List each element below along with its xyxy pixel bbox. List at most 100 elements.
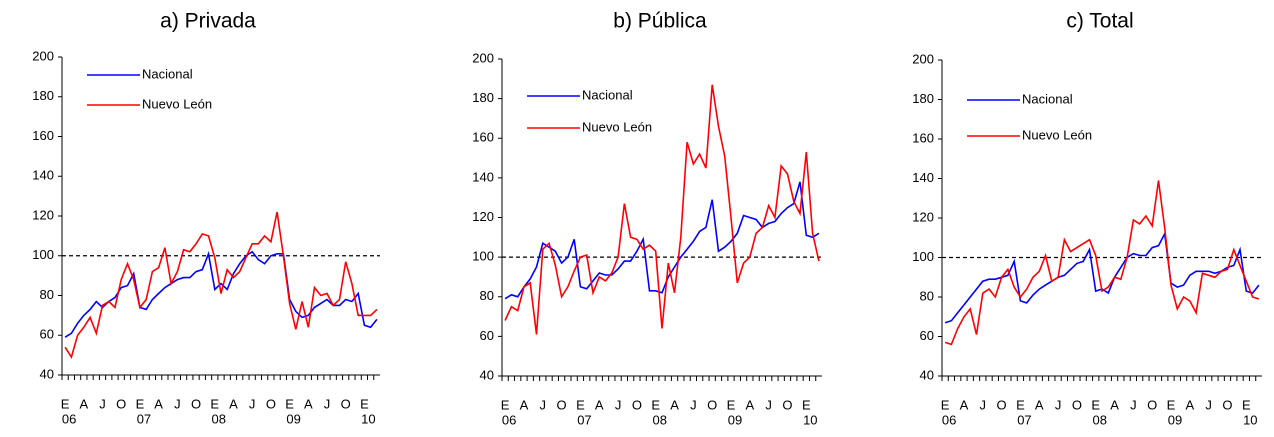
legend-label: Nacional	[142, 66, 193, 81]
y-tick-label: 100	[472, 249, 494, 264]
y-tick-label: 120	[912, 209, 934, 224]
chart-title: a) Privada	[160, 10, 256, 33]
x-tick-label: E	[210, 396, 219, 411]
x-tick-label: J	[249, 396, 256, 411]
series-line	[944, 180, 1260, 346]
x-tick-label: A	[79, 396, 88, 411]
x-tick-label: A	[304, 396, 313, 411]
x-tick-label: O	[116, 396, 126, 411]
y-tick-label: 60	[40, 327, 54, 342]
legend-label: Nuevo León	[582, 119, 652, 134]
x-tick-label: A	[595, 397, 604, 412]
x-tick-label: O	[1072, 397, 1082, 412]
x-tick-label: J	[1055, 397, 1062, 412]
x-tick-label: E	[136, 396, 145, 411]
series-line	[64, 250, 378, 338]
x-tick-label: J	[99, 396, 106, 411]
y-tick-label: 160	[912, 130, 934, 145]
x-tick-label: E	[576, 397, 585, 412]
legend-label: Nuevo León	[1022, 127, 1092, 142]
y-tick-label: 40	[40, 366, 54, 381]
y-tick-label: 180	[472, 90, 494, 105]
x-tick-label: O	[341, 396, 351, 411]
y-tick-label: 80	[480, 288, 494, 303]
y-tick-label: 140	[32, 168, 54, 183]
x-tick-label: E	[1091, 397, 1100, 412]
x-tick-label: E	[1167, 397, 1176, 412]
year-label: 09	[728, 412, 742, 427]
year-label: 07	[577, 412, 591, 427]
x-tick-label: O	[557, 397, 567, 412]
y-tick-label: 180	[32, 88, 54, 103]
x-tick-label: J	[324, 396, 331, 411]
y-tick-label: 100	[32, 247, 54, 262]
year-label: 10	[803, 412, 817, 427]
x-tick-label: E	[802, 397, 811, 412]
series-line	[504, 181, 820, 300]
x-tick-label: O	[1147, 397, 1157, 412]
x-tick-label: A	[520, 397, 529, 412]
year-label: 07	[137, 411, 151, 426]
x-tick-label: J	[980, 397, 987, 412]
year-label: 06	[62, 411, 76, 426]
y-tick-label: 200	[912, 51, 934, 66]
y-tick-label: 80	[920, 288, 934, 303]
y-tick-label: 140	[472, 169, 494, 184]
series-line	[504, 84, 820, 335]
year-label: 08	[212, 411, 226, 426]
x-tick-label: A	[960, 397, 969, 412]
x-tick-label: E	[651, 397, 660, 412]
year-label: 06	[942, 412, 956, 427]
y-tick-label: 180	[912, 91, 934, 106]
x-tick-label: O	[707, 397, 717, 412]
x-tick-label: E	[360, 396, 369, 411]
x-tick-label: O	[1222, 397, 1232, 412]
x-tick-label: J	[1205, 397, 1212, 412]
x-tick-label: A	[670, 397, 679, 412]
x-tick-label: O	[266, 396, 276, 411]
y-tick-label: 120	[32, 207, 54, 222]
x-tick-label: E	[1242, 397, 1251, 412]
x-tick-label: E	[727, 397, 736, 412]
chart-title: b) Pública	[613, 10, 707, 33]
x-tick-label: J	[540, 397, 547, 412]
y-tick-label: 140	[912, 170, 934, 185]
y-tick-label: 160	[32, 128, 54, 143]
x-tick-label: J	[1130, 397, 1137, 412]
series-line	[64, 211, 378, 360]
x-tick-label: O	[997, 397, 1007, 412]
y-tick-label: 120	[472, 209, 494, 224]
year-label: 08	[1092, 412, 1106, 427]
x-tick-label: A	[154, 396, 163, 411]
x-tick-label: O	[191, 396, 201, 411]
x-tick-label: E	[1016, 397, 1025, 412]
x-tick-label: A	[746, 397, 755, 412]
chart-title: c) Total	[1066, 10, 1133, 33]
year-label: 09	[1168, 412, 1182, 427]
legend-label: Nuevo León	[142, 96, 212, 111]
x-tick-label: A	[1110, 397, 1119, 412]
y-tick-label: 60	[480, 328, 494, 343]
x-tick-label: J	[690, 397, 697, 412]
x-tick-label: J	[765, 397, 772, 412]
year-label: 10	[1243, 412, 1257, 427]
year-label: 06	[502, 412, 516, 427]
series-line	[944, 231, 1260, 324]
x-tick-label: A	[229, 396, 238, 411]
y-tick-label: 100	[912, 249, 934, 264]
x-tick-label: E	[61, 396, 70, 411]
year-label: 09	[286, 411, 300, 426]
legend-label: Nacional	[582, 87, 633, 102]
x-tick-label: E	[285, 396, 294, 411]
x-tick-label: O	[632, 397, 642, 412]
x-tick-label: O	[782, 397, 792, 412]
x-tick-label: E	[501, 397, 510, 412]
year-label: 07	[1017, 412, 1031, 427]
y-tick-label: 200	[472, 50, 494, 65]
x-tick-label: A	[1186, 397, 1195, 412]
y-tick-label: 200	[32, 48, 54, 63]
x-tick-label: E	[941, 397, 950, 412]
year-label: 08	[652, 412, 666, 427]
y-tick-label: 40	[920, 367, 934, 382]
